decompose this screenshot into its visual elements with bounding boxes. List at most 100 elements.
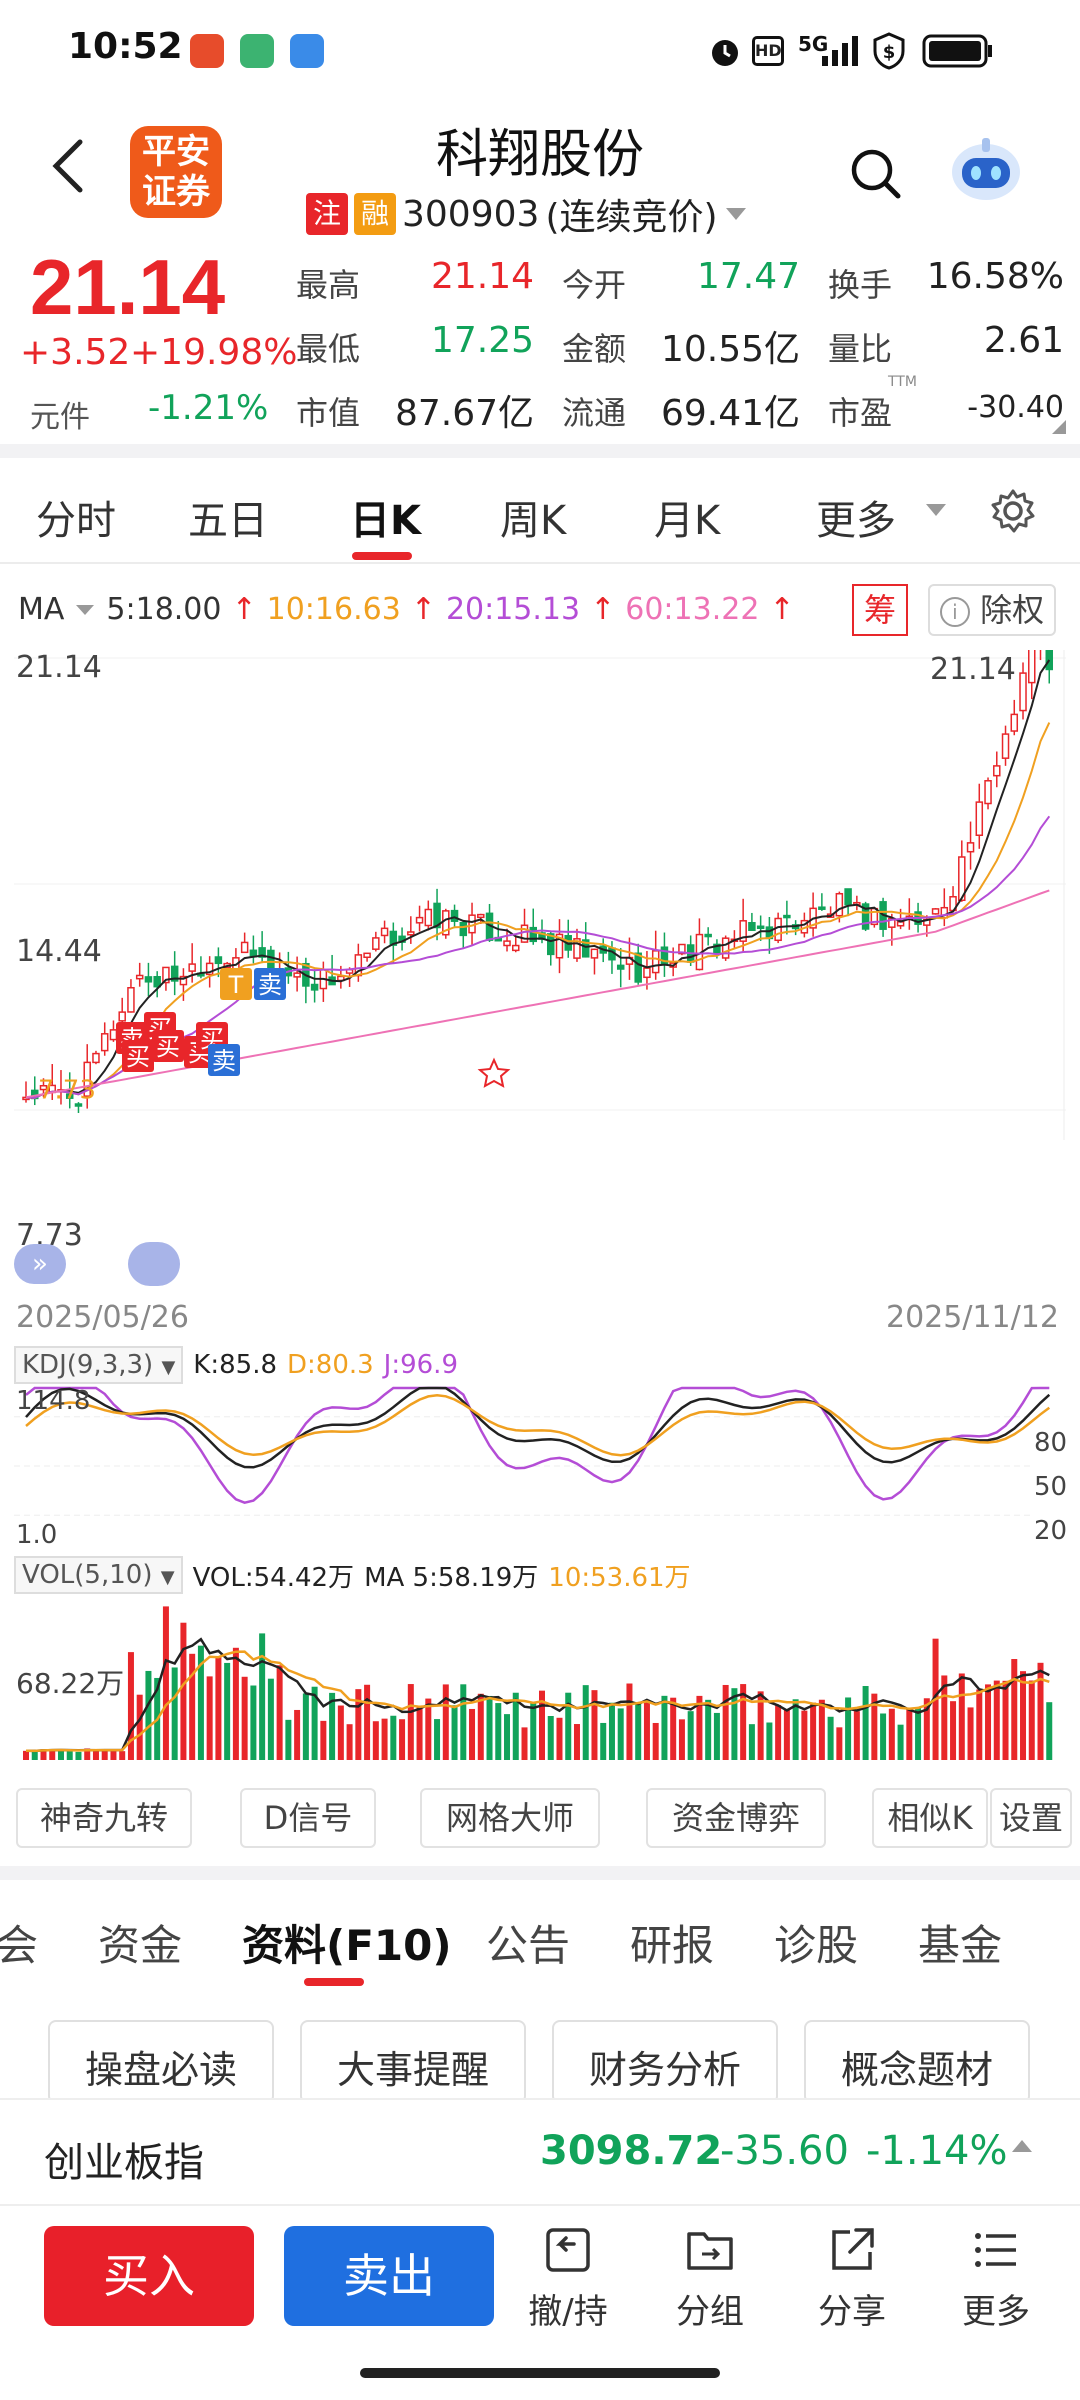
more-label: 更多 [962, 2292, 1030, 2332]
tool-d-signal[interactable]: D信号 [240, 1788, 376, 1848]
candle-body [144, 976, 153, 983]
volume-bar [888, 1708, 895, 1760]
group-button[interactable]: 分组 [650, 2224, 770, 2333]
tab-f10[interactable]: 资料(F10) [242, 1921, 452, 1970]
more-button[interactable]: 更多 [936, 2224, 1056, 2333]
assistant-robot-icon[interactable] [946, 130, 1026, 210]
ex-rights-button[interactable]: i 除权 [928, 584, 1056, 636]
tab-diagnosis[interactable]: 诊股 [774, 1921, 859, 1970]
open-value: 17.47 [696, 256, 800, 297]
volume-bar [136, 1694, 143, 1760]
sector-label[interactable]: 元件 [30, 400, 90, 435]
candle-body [966, 842, 975, 853]
tab-meeting[interactable]: 会 [0, 1921, 39, 1970]
volume-bar [101, 1749, 108, 1760]
sell-button[interactable]: 卖出 [284, 2226, 494, 2326]
network-icon: 5G [798, 32, 829, 56]
volume-bar [950, 1701, 957, 1760]
chip-distribution-button[interactable]: 筹 [852, 584, 908, 636]
ma-label[interactable]: MA [18, 592, 65, 627]
kdj-chart[interactable] [14, 1384, 1066, 1548]
back-icon[interactable] [44, 136, 94, 196]
vol-ma5: MA 5:58.19万 [364, 1562, 539, 1593]
volume-bar [224, 1662, 231, 1760]
volume-bar [713, 1712, 720, 1760]
settings-gear-icon[interactable] [990, 488, 1036, 534]
volume-bar [267, 1678, 274, 1760]
battery-icon [922, 34, 992, 68]
volume-bar [346, 1724, 353, 1760]
tool-magic-nine[interactable]: 神奇九转 [16, 1788, 192, 1848]
divider [0, 1866, 1080, 1880]
volume-bar [591, 1690, 598, 1760]
vol-selector[interactable]: VOL(5,10) ▼ [14, 1556, 183, 1594]
tab-research[interactable]: 研报 [630, 1921, 715, 1970]
candle-body [678, 943, 686, 955]
candle-body [984, 780, 992, 805]
index-ticker-bar[interactable] [0, 2098, 1080, 2206]
candle-body [74, 1103, 83, 1107]
vol-ma10: 10:53.61万 [548, 1562, 691, 1593]
tab-fund[interactable]: 基金 [918, 1921, 1003, 1970]
kdj-axis-bottom: 1.0 [16, 1520, 58, 1550]
tab-funds[interactable]: 资金 [98, 1921, 183, 1970]
app-notification-icon [240, 34, 274, 68]
volume-bar [407, 1684, 414, 1760]
volume-bar [355, 1689, 362, 1760]
withdraw-hold-button[interactable]: 撤/持 [508, 2224, 628, 2333]
volume-bar [451, 1705, 458, 1760]
scroll-left-icon[interactable]: » [14, 1244, 66, 1284]
candle-body [310, 983, 319, 991]
tab-weekly-k[interactable]: 周K [500, 498, 567, 544]
tab-five-day[interactable]: 五日 [188, 498, 268, 544]
trading-state: (连续竞价) [545, 197, 718, 238]
hd-icon: HD [752, 36, 784, 66]
volume-bar [801, 1710, 808, 1760]
zoom-handle-icon[interactable] [128, 1242, 180, 1286]
buy-button[interactable]: 买入 [44, 2226, 254, 2326]
chevron-down-icon[interactable] [74, 603, 96, 617]
candle-body [756, 925, 765, 930]
expand-corner-icon[interactable] [1052, 420, 1066, 434]
tab-more[interactable]: 更多 [816, 498, 896, 544]
volume-bar [364, 1684, 371, 1760]
turnover-value: 16.58% [926, 256, 1064, 297]
vpn-shield-icon: $ [873, 32, 905, 70]
volume-chart[interactable] [14, 1594, 1066, 1764]
candle-body [170, 965, 179, 982]
btn-trading-guide[interactable]: 操盘必读 [48, 2020, 274, 2104]
search-icon[interactable] [848, 146, 904, 202]
btn-concepts[interactable]: 概念题材 [804, 2020, 1030, 2104]
btn-events[interactable]: 大事提醒 [300, 2020, 526, 2104]
volume-bar [442, 1684, 449, 1760]
volume-bar [897, 1724, 904, 1760]
tab-monthly-k[interactable]: 月K [654, 498, 721, 544]
candle-body [450, 909, 459, 922]
btn-financial-analysis[interactable]: 财务分析 [552, 2020, 778, 2104]
candle-body [293, 972, 301, 978]
candle-body [1019, 672, 1027, 712]
candle-body [616, 964, 625, 970]
share-button[interactable]: 分享 [792, 2224, 912, 2333]
tab-intraday[interactable]: 分时 [36, 498, 116, 544]
volume-bar [1020, 1671, 1027, 1760]
group-label: 分组 [676, 2292, 744, 2332]
kdj-selector[interactable]: KDJ(9,3,3) ▼ [14, 1346, 184, 1384]
volume-bar [810, 1702, 817, 1760]
candle-body [188, 963, 196, 972]
tool-settings[interactable]: 设置 [990, 1788, 1072, 1848]
expand-up-icon[interactable] [1012, 2140, 1032, 2152]
volume-bar [600, 1722, 607, 1760]
kdj-level-80: 80 [1034, 1428, 1068, 1458]
turnover-label: 换手 [828, 266, 893, 304]
tool-grid-master[interactable]: 网格大师 [420, 1788, 600, 1848]
candlestick-chart[interactable]: 卖买买买买买卖T卖7.73 [14, 650, 1066, 1290]
tool-similar-k[interactable]: 相似K [872, 1788, 988, 1848]
tab-announcements[interactable]: 公告 [486, 1921, 571, 1970]
tool-fund-game[interactable]: 资金博弈 [646, 1788, 826, 1848]
stock-code-selector[interactable]: 注 融 300903 (连续竞价) [306, 188, 748, 240]
tab-daily-k[interactable]: 日K [350, 498, 421, 544]
candle-body [372, 937, 380, 950]
volume-bar [565, 1692, 572, 1760]
high-marker: 21.14 [930, 652, 1016, 687]
